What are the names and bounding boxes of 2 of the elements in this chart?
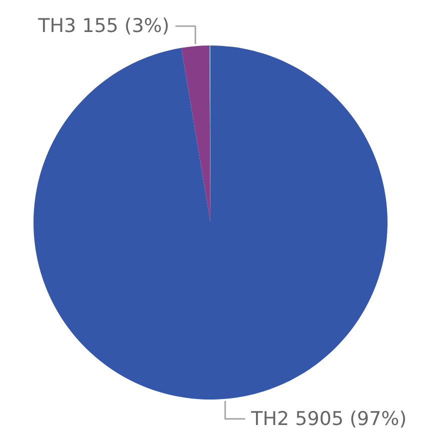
slice-label: TH2 5905 (97%) (250, 408, 407, 430)
slice-label: TH3 155 (3%) (37, 15, 170, 38)
